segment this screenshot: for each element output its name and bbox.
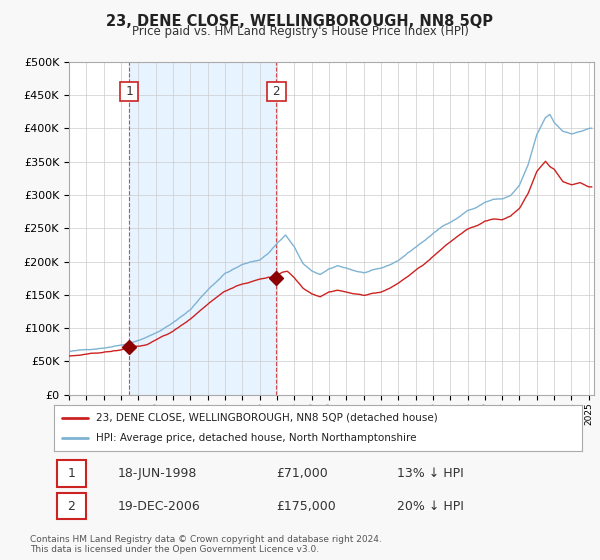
Text: Contains HM Land Registry data © Crown copyright and database right 2024.
This d: Contains HM Land Registry data © Crown c… <box>30 535 382 554</box>
Text: 23, DENE CLOSE, WELLINGBOROUGH, NN8 5QP: 23, DENE CLOSE, WELLINGBOROUGH, NN8 5QP <box>107 14 493 29</box>
Text: 1: 1 <box>67 466 75 480</box>
Text: 23, DENE CLOSE, WELLINGBOROUGH, NN8 5QP (detached house): 23, DENE CLOSE, WELLINGBOROUGH, NN8 5QP … <box>96 413 438 423</box>
Text: 2: 2 <box>67 500 75 512</box>
Text: HPI: Average price, detached house, North Northamptonshire: HPI: Average price, detached house, Nort… <box>96 433 417 443</box>
Text: £71,000: £71,000 <box>276 466 328 480</box>
Text: 19-DEC-2006: 19-DEC-2006 <box>118 500 200 512</box>
Text: 20% ↓ HPI: 20% ↓ HPI <box>397 500 464 512</box>
FancyBboxPatch shape <box>267 82 286 101</box>
Text: 13% ↓ HPI: 13% ↓ HPI <box>397 466 464 480</box>
FancyBboxPatch shape <box>56 493 86 520</box>
Text: 2: 2 <box>272 85 280 98</box>
FancyBboxPatch shape <box>56 460 86 487</box>
Text: Price paid vs. HM Land Registry's House Price Index (HPI): Price paid vs. HM Land Registry's House … <box>131 25 469 38</box>
Text: 18-JUN-1998: 18-JUN-1998 <box>118 466 197 480</box>
Text: £175,000: £175,000 <box>276 500 335 512</box>
FancyBboxPatch shape <box>119 82 139 101</box>
Text: 1: 1 <box>125 85 133 98</box>
